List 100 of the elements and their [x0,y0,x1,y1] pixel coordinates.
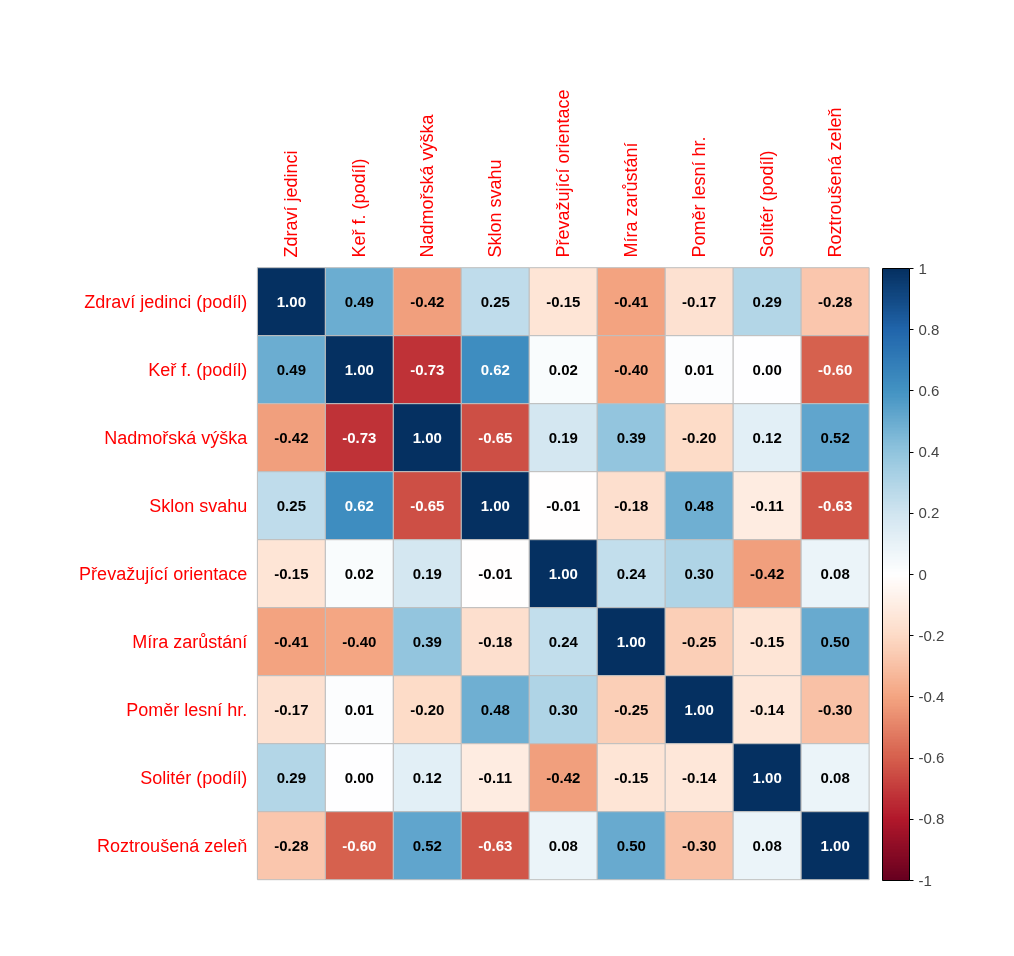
x-tick-label: Keř f. (podíl) [349,158,370,258]
data-label: 1.00 [548,564,578,582]
data-label: 0.30 [548,700,578,718]
color-bar-label: -1 [918,871,932,889]
data-label: -0.18 [478,632,513,650]
data-label: -0.15 [614,768,649,786]
data-label: -0.11 [750,496,784,514]
data-label: -0.14 [750,700,785,718]
data-label: 0.50 [820,632,850,650]
data-label: -0.40 [614,360,649,378]
data-label: -0.28 [274,836,309,854]
data-label: 0.01 [344,700,374,718]
data-label: 1.00 [344,360,374,378]
color-bar-label: 0.4 [918,443,940,461]
color-bar-label: -0.6 [918,749,945,767]
color-bar-label: -0.8 [918,810,945,828]
y-tick-label: Poměr lesní hr. [126,699,248,720]
data-label: -0.42 [750,564,785,582]
data-label: 0.19 [412,564,442,582]
data-label: 0.01 [684,360,714,378]
data-label: 0.12 [752,428,782,446]
data-label: -0.63 [818,496,853,514]
data-label: 0.30 [684,564,714,582]
data-label: -0.15 [546,292,581,310]
data-label: -0.01 [478,564,513,582]
data-label: -0.18 [614,496,649,514]
data-label: 0.12 [412,768,442,786]
data-label: -0.20 [682,428,717,446]
data-label: 1.00 [752,768,782,786]
x-tick-label: Míra zarůstání [621,142,642,258]
data-label: 1.00 [276,292,306,310]
data-label: 0.48 [684,496,714,514]
data-label: 0.39 [616,428,646,446]
x-tick-label: Roztroušená zeleň [825,107,846,258]
data-label: 0.29 [276,768,306,786]
data-label: 1.00 [616,632,646,650]
data-label: 0.25 [276,496,306,514]
data-label: 0.50 [616,836,646,854]
data-label: 0.39 [412,632,442,650]
data-label: 0.25 [480,292,510,310]
data-label: 0.08 [752,836,782,854]
data-label: 1.00 [684,700,714,718]
data-label: 0.24 [616,564,647,582]
y-tick-label: Solitér (podíl) [140,767,248,788]
data-label: -0.73 [342,428,377,446]
data-label: -0.15 [750,632,785,650]
data-label: 0.24 [548,632,579,650]
y-tick-label: Sklon svahu [149,495,248,516]
data-label: -0.01 [546,496,581,514]
color-bar-label: 0 [918,565,927,583]
data-label: -0.30 [818,700,853,718]
x-tick-label: Převažující orientace [553,89,574,258]
color-bar-label: 0.8 [918,320,940,338]
data-label: -0.11 [478,768,512,786]
data-label: -0.60 [818,360,853,378]
data-label: -0.63 [478,836,513,854]
data-label: 0.02 [344,564,374,582]
x-tick-label: Poměr lesní hr. [689,136,710,258]
color-bar-label: 0.6 [918,381,940,399]
data-label: -0.15 [274,564,309,582]
data-label: 1.00 [820,836,850,854]
data-label: 0.49 [344,292,374,310]
data-label: 0.62 [344,496,374,514]
data-label: 0.49 [276,360,306,378]
color-bar-label: 1 [918,259,927,277]
y-tick-label: Roztroušená zeleň [97,835,248,856]
data-label: 0.00 [752,360,782,378]
data-label: -0.20 [410,700,445,718]
y-tick-label: Převažující orientace [79,563,248,584]
color-bar-label: 0.2 [918,504,940,522]
data-label: -0.42 [410,292,445,310]
x-tick-label: Nadmořská výška [417,113,438,258]
color-bar-label: -0.4 [918,687,945,705]
data-label: -0.65 [478,428,513,446]
data-label: -0.30 [682,836,717,854]
data-label: -0.73 [410,360,445,378]
data-label: 0.52 [412,836,442,854]
data-label: -0.41 [274,632,309,650]
data-label: 0.52 [820,428,850,446]
y-tick-label: Míra zarůstání [132,631,248,652]
data-label: -0.40 [342,632,377,650]
data-label: -0.28 [818,292,853,310]
data-label: -0.42 [546,768,581,786]
data-label: 0.08 [548,836,578,854]
data-label: -0.42 [274,428,309,446]
data-label: -0.65 [410,496,445,514]
y-tick-label: Keř f. (podíl) [148,359,248,380]
data-label: 1.00 [480,496,510,514]
data-label: -0.60 [342,836,377,854]
data-label: -0.14 [682,768,717,786]
data-label: 0.08 [820,564,850,582]
data-label: -0.17 [682,292,717,310]
data-label: 0.29 [752,292,782,310]
data-label: -0.25 [614,700,649,718]
data-label: -0.25 [682,632,717,650]
data-label: 0.19 [548,428,578,446]
data-label: 0.08 [820,768,850,786]
data-label: 0.00 [344,768,374,786]
x-tick-label: Zdraví jedinci [281,150,302,258]
data-label: 0.48 [480,700,510,718]
